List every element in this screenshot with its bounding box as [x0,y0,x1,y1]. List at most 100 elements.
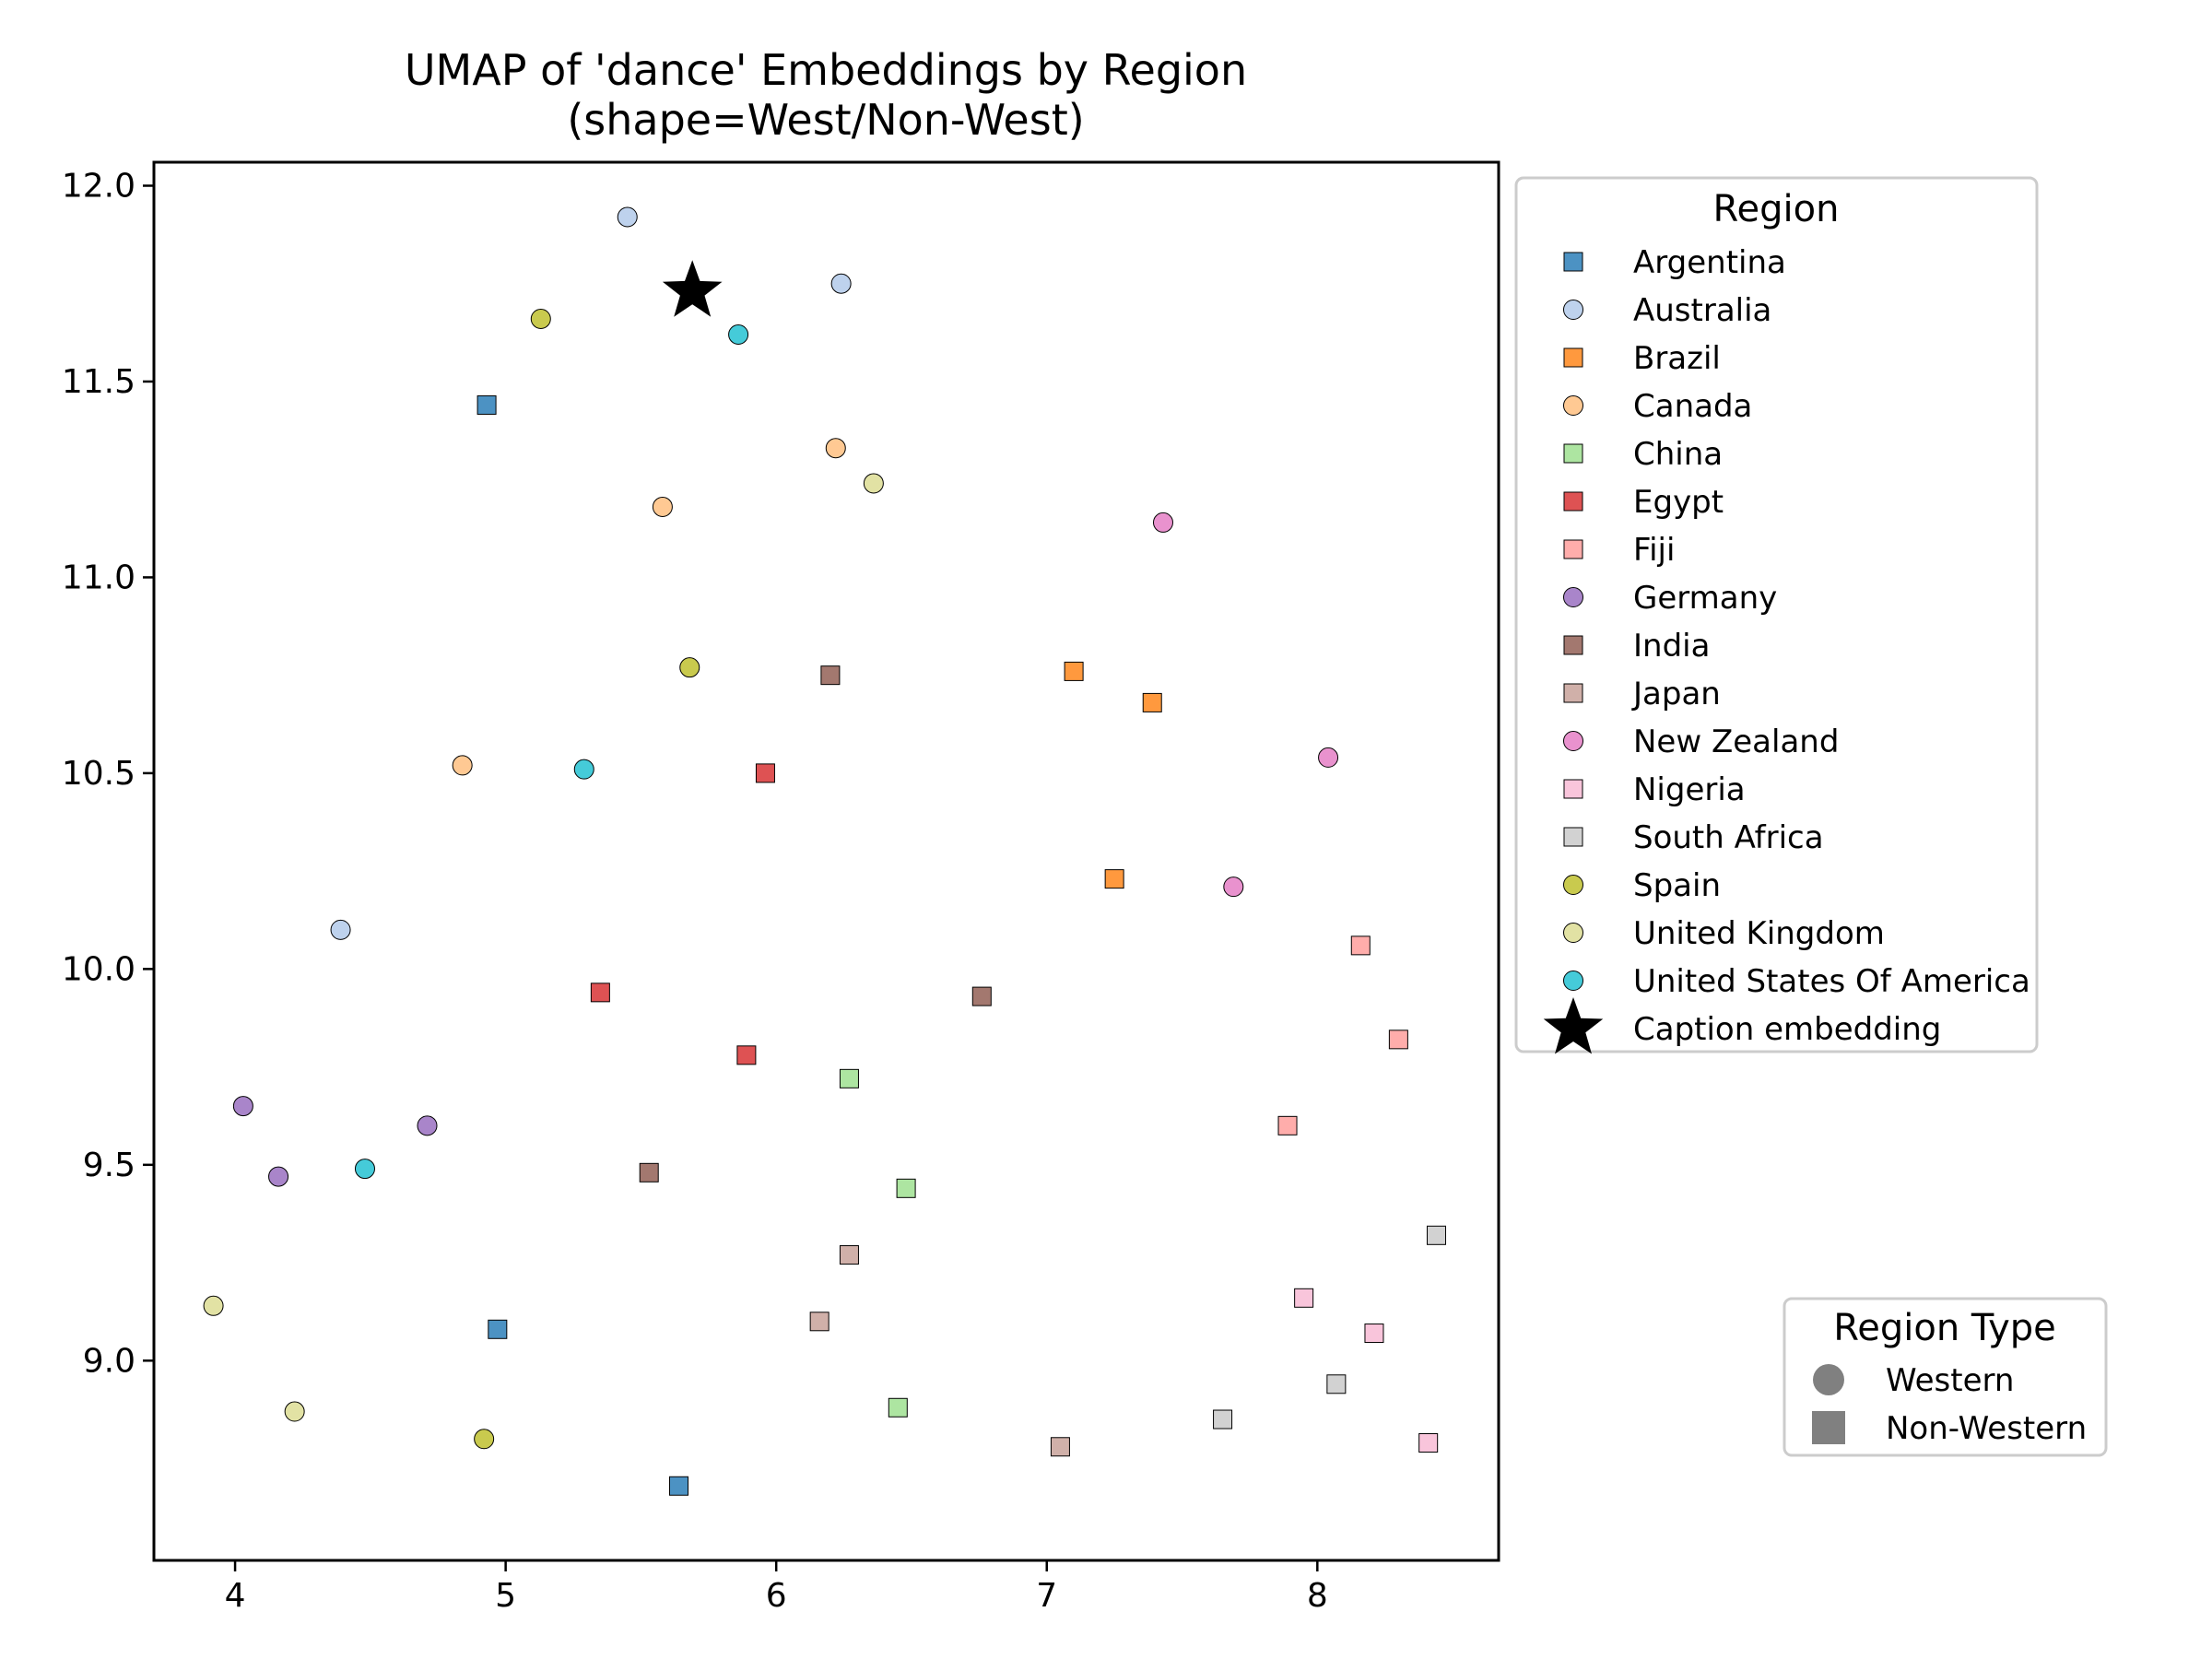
united-states-of-america-point [728,324,749,345]
region-type-legend-title: Region Type [1833,1307,2056,1349]
caption-embedding-legend-label: Caption embedding [1633,1011,1941,1048]
fiji-point [1388,1030,1408,1050]
united-states-of-america-point [354,1159,375,1180]
united-kingdom-point [284,1401,305,1422]
brazil-legend-marker [1563,347,1583,368]
x-tick-label: 4 [225,1577,246,1615]
south-africa-point [1326,1374,1347,1394]
brazil-point [1064,661,1084,681]
china-point [896,1178,916,1198]
japan-legend-label: Japan [1631,676,1721,712]
egypt-legend-label: Egypt [1633,484,1724,521]
japan-legend-marker [1563,683,1583,703]
western-legend-label: Western [1886,1362,2014,1399]
new-zealand-point [1152,512,1173,533]
caption-embedding-legend-marker [1543,997,1604,1054]
argentina-legend-marker [1563,252,1583,272]
fiji-legend-marker [1563,539,1583,559]
data-points [203,206,1446,1496]
nigeria-point [1364,1324,1384,1344]
nigeria-point [1418,1433,1439,1453]
united-states-of-america-legend-marker [1563,971,1583,991]
spain-point [679,657,700,678]
y-tick-label: 9.5 [83,1147,135,1184]
region-type-legend: Region Type Western Non-Western [1783,1297,2108,1457]
canada-legend-label: Canada [1633,388,1752,425]
argentina-legend-label: Argentina [1633,244,1786,281]
y-tick-label: 9.0 [83,1342,135,1380]
germany-point [417,1115,438,1136]
region-legend-frame [1514,176,2039,1053]
united-kingdom-legend-marker [1563,923,1583,943]
egypt-point [755,763,775,783]
australia-legend-marker [1563,300,1583,320]
caption-embedding-star [662,260,723,317]
axis-ticks: 4 5 6 7 8 9.0 9.5 10.0 10.5 11.0 11.5 12.0 [62,167,1328,1615]
spain-legend-label: Spain [1633,867,1721,904]
egypt-point [590,982,610,1003]
india-point [639,1162,659,1182]
x-tick-label: 7 [1036,1577,1057,1615]
india-point [971,986,992,1006]
canada-point [652,496,673,517]
y-tick-label: 12.0 [62,167,135,205]
spain-legend-marker [1563,875,1583,895]
new-zealand-legend-marker [1563,731,1583,751]
brazil-point [1104,869,1124,889]
canada-legend-marker [1563,395,1583,416]
china-point [839,1068,859,1088]
x-tick-label: 5 [495,1577,516,1615]
fiji-legend-label: Fiji [1633,532,1675,569]
new-zealand-point [1223,877,1244,898]
china-legend-marker [1563,443,1583,464]
united-states-of-america-point [573,759,594,780]
australia-legend-label: Australia [1633,292,1771,329]
plot-area-frame [152,160,1500,1562]
canada-point [452,755,473,776]
y-tick-label: 11.5 [62,363,135,401]
y-tick-label: 10.5 [62,755,135,793]
argentina-point [488,1319,508,1339]
x-tick-label: 8 [1307,1577,1328,1615]
argentina-point [669,1476,689,1496]
india-legend-label: India [1633,628,1710,665]
germany-legend-marker [1563,587,1583,607]
south-africa-legend-label: South Africa [1633,819,1824,856]
western-legend-marker [1813,1364,1844,1395]
new-zealand-point [1318,747,1339,768]
y-tick-label: 10.0 [62,950,135,988]
nigeria-point [1294,1288,1314,1308]
united-kingdom-point [203,1295,224,1316]
egypt-legend-marker [1563,491,1583,512]
australia-point [830,273,852,294]
new-zealand-legend-label: New Zealand [1633,724,1839,760]
region-legend-entries: Argentina Australia Brazil Canada China Egypt… [1543,244,2030,1054]
india-point [820,665,841,686]
chart-title-line2: (shape=West/Non-West) [567,95,1084,145]
non-western-legend-marker [1812,1411,1845,1444]
united-kingdom-point [863,473,884,494]
region-legend-title: Region [1713,188,1840,230]
germany-point [268,1166,289,1187]
australia-point [617,206,638,228]
nigeria-legend-marker [1563,779,1583,799]
japan-point [809,1312,830,1332]
united-states-of-america-legend-label: United States Of America [1633,963,2030,1000]
canada-point [825,438,846,459]
y-tick-label: 11.0 [62,559,135,596]
spain-point [530,308,551,329]
china-point [888,1397,908,1418]
china-legend-label: China [1633,436,1723,473]
region-legend: Region Argentina Australia Brazil Canada Chi… [1514,176,2039,1054]
argentina-point [477,394,497,415]
fiji-point [1277,1115,1298,1135]
region-type-legend-frame [1783,1297,2108,1457]
spain-point [474,1429,495,1450]
nigeria-legend-label: Nigeria [1633,771,1746,808]
brazil-legend-label: Brazil [1633,340,1721,377]
australia-point [330,919,351,940]
south-africa-point [1426,1225,1446,1245]
non-western-legend-label: Non-Western [1886,1410,2087,1447]
fiji-point [1350,935,1371,956]
